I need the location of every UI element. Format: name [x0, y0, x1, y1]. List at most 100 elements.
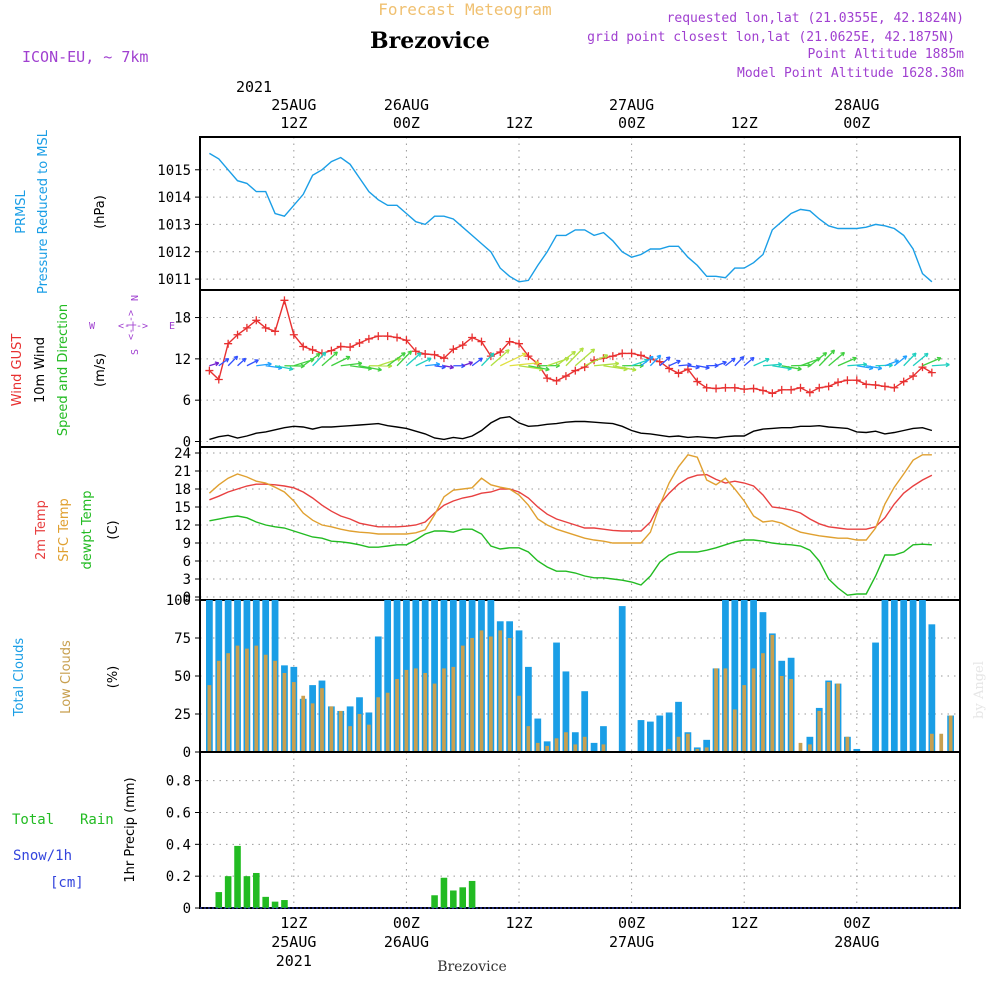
bottom-date-label: 26AUG	[384, 933, 429, 951]
gust-marker	[871, 381, 880, 390]
total-cloud-bar	[618, 606, 626, 752]
gust-marker	[787, 385, 796, 394]
total-cloud-bar	[431, 600, 438, 752]
wind-direction-arrow	[471, 357, 483, 367]
wind-direction-arrow	[847, 363, 867, 367]
low-cloud-bar	[385, 692, 390, 752]
bottom-time-label: 00Z	[618, 914, 645, 932]
low-cloud-bar	[216, 660, 221, 752]
wind-direction-arrow	[490, 349, 510, 367]
total-cloud-bar	[909, 600, 917, 752]
total-cloud-bar	[890, 600, 898, 752]
low-cloud-bar	[836, 683, 840, 752]
total-cloud-bar	[384, 600, 392, 752]
wind-arrowhead	[321, 351, 327, 357]
total-cloud-bar	[900, 600, 908, 752]
model-label: ICON-EU, ~ 7km	[22, 48, 148, 66]
wind-arrowhead	[357, 361, 363, 367]
bottom-time-label: 12Z	[505, 914, 532, 932]
wind-arrowhead	[489, 352, 495, 358]
compass-we-arrows: <-|->	[118, 321, 148, 332]
rain-bar	[224, 876, 232, 908]
top-date-label: 28AUG	[834, 96, 879, 114]
total-cloud-bar	[656, 715, 664, 752]
wind-direction-arrow	[828, 351, 845, 367]
gust-marker	[862, 380, 871, 389]
wind-arrowhead	[614, 361, 620, 367]
wind-arrowhead	[656, 354, 662, 360]
gust-marker	[280, 296, 289, 305]
wind-direction-arrow	[734, 356, 745, 367]
wind-direction-arrow	[209, 362, 219, 367]
gust-marker	[768, 389, 777, 398]
wind-arrowhead	[852, 356, 857, 362]
gust-marker	[374, 332, 383, 341]
low-cloud-bar	[489, 636, 493, 752]
gust-marker	[515, 339, 524, 348]
wind-direction-arrow	[321, 351, 338, 367]
total-cloud-bar	[571, 732, 579, 752]
total-cloud-bar	[374, 636, 382, 752]
gust-marker	[252, 316, 261, 325]
low-cloud-bar	[282, 672, 287, 752]
gust-marker	[918, 363, 927, 372]
temperature-ytick-label: 24	[174, 446, 191, 462]
low-cloud-bar	[526, 726, 531, 752]
precip-ytick-label: 0.2	[166, 869, 191, 885]
wind-direction-arrow	[350, 365, 372, 370]
rain-bar	[281, 900, 288, 908]
wind-direction-arrow	[499, 352, 527, 367]
low-cloud-bar	[573, 744, 578, 752]
precip-ytick-label: 0	[183, 901, 191, 917]
precip-ytick-label: 0.6	[166, 805, 191, 821]
wind-direction-arrow	[931, 363, 950, 367]
wind-direction-arrow	[893, 355, 908, 367]
wind-direction-arrow	[405, 352, 422, 367]
total-cloud-bar	[881, 600, 889, 752]
total-cloud-bar	[525, 666, 532, 752]
gust-marker	[233, 330, 242, 339]
wind-unit: (m/s)	[93, 353, 108, 387]
rain-bar	[243, 876, 251, 908]
gust-marker	[571, 366, 580, 375]
temperature-ytick-label: 21	[174, 464, 191, 480]
temperature-ytick-label: 6	[183, 554, 191, 570]
wind-direction-arrow	[227, 355, 239, 367]
top-date-label: 25AUG	[271, 96, 316, 114]
wind-arrowhead	[441, 364, 446, 370]
wind-arrowhead	[877, 365, 883, 371]
low-cloud-bar	[245, 648, 249, 752]
gust-marker	[899, 377, 908, 386]
wind-arrowhead	[224, 357, 230, 363]
rain-bar	[262, 896, 269, 908]
wind-arrowhead	[468, 361, 474, 366]
low-cloud-bar	[582, 736, 587, 752]
low-cloud-bar	[470, 638, 474, 752]
wind-arrowhead	[902, 355, 908, 360]
wind-direction-arrow	[218, 358, 230, 367]
wind-arrowhead	[377, 366, 382, 372]
wind-ytick-label: 18	[174, 311, 191, 327]
wind-direction-arrow	[594, 362, 619, 367]
wind-labels: Wind GUST 10m Wind Speed and Direction (…	[10, 295, 175, 436]
gust-marker	[308, 345, 317, 354]
low-cloud-bar	[413, 668, 418, 752]
total-cloud-bar	[740, 600, 748, 752]
low-cloud-bar	[826, 682, 831, 752]
bottom-time-label: 00Z	[843, 914, 870, 932]
prmsl-label: PRMSL	[14, 189, 29, 233]
wind-arrowhead	[214, 361, 220, 367]
gust-marker	[758, 386, 767, 395]
gust-marker	[299, 342, 308, 351]
total-cloud-bar	[919, 600, 926, 752]
gust-marker	[608, 352, 617, 361]
wind-arrowhead	[254, 359, 259, 364]
wind-arrowhead	[911, 352, 917, 358]
wind-arrowhead	[894, 359, 900, 364]
gust-marker	[702, 383, 711, 392]
low-cloud-bar	[507, 638, 512, 752]
pressure-ytick-label: 1013	[157, 217, 191, 233]
wind-series-line	[209, 415, 933, 441]
gust-marker	[449, 345, 458, 354]
gust-marker	[402, 336, 411, 345]
